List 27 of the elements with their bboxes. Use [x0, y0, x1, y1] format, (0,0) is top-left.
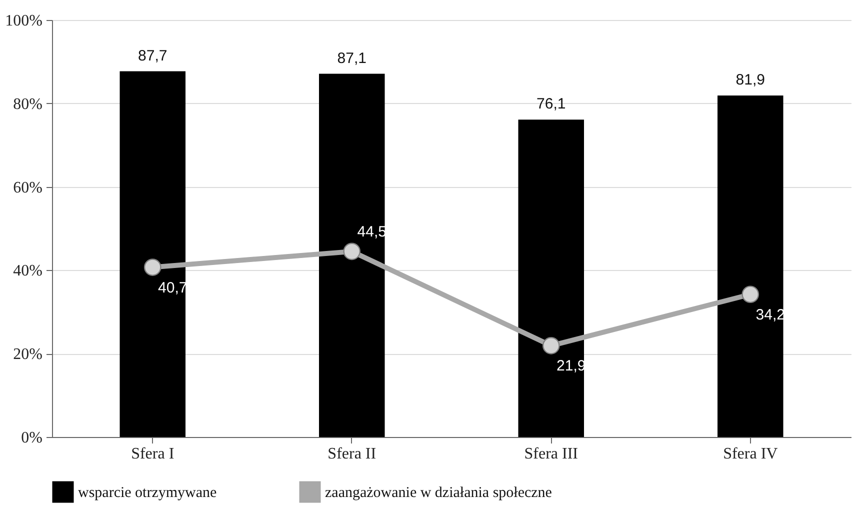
data-label: 76,1: [536, 96, 566, 113]
data-label: 87,1: [337, 50, 366, 67]
legend-label: zaangażowanie w działania społeczne: [325, 485, 552, 501]
y-tick-label: 0%: [21, 430, 42, 446]
x-tick-label: Sfera III: [524, 446, 578, 462]
x-tick-label: Sfera IV: [723, 446, 778, 462]
point: [343, 242, 361, 260]
data-label: 34,2: [756, 306, 785, 324]
data-label: 40,7: [158, 279, 188, 296]
data-label: 81,9: [736, 71, 765, 88]
y-tick-label: 20%: [13, 346, 42, 364]
y-tick-label: 100%: [5, 12, 42, 30]
x-tick-label: Sfera I: [131, 446, 174, 462]
bar: [718, 95, 784, 437]
bar: [518, 120, 584, 437]
point: [542, 337, 560, 354]
bar: [319, 74, 385, 437]
y-tick-label: 40%: [13, 262, 42, 280]
y-tick-label: 60%: [13, 179, 42, 196]
x-tick-label: Sfera II: [328, 446, 376, 462]
point: [742, 286, 760, 304]
data-label: 44,5: [357, 223, 386, 240]
data-label: 87,7: [138, 47, 168, 64]
y-tick-label: 80%: [13, 96, 42, 113]
bar: [120, 71, 186, 437]
point: [144, 258, 162, 276]
legend-label: wsparcie otrzymywane: [78, 485, 218, 501]
